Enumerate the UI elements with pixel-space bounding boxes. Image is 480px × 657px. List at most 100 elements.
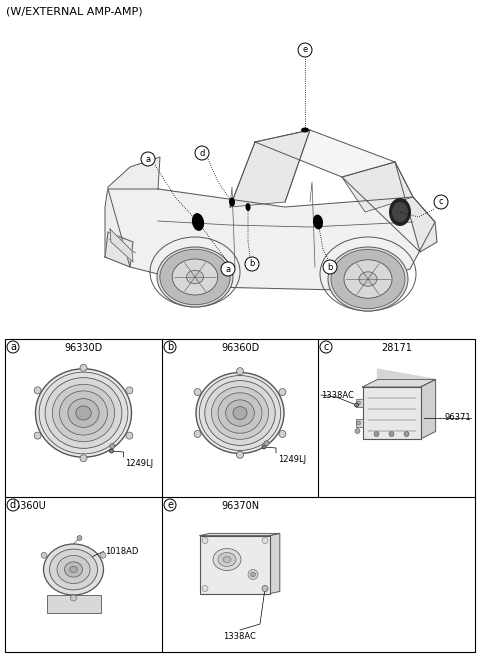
Circle shape (374, 432, 379, 436)
Bar (5, 339, 475, 652)
Ellipse shape (344, 260, 392, 298)
Text: e: e (167, 500, 173, 510)
Polygon shape (108, 189, 435, 290)
Ellipse shape (45, 378, 122, 448)
Circle shape (141, 152, 155, 166)
Text: b: b (327, 263, 333, 271)
Circle shape (264, 441, 269, 446)
Circle shape (71, 595, 76, 601)
Text: 96330D: 96330D (64, 343, 103, 353)
Ellipse shape (223, 556, 231, 562)
Ellipse shape (389, 198, 411, 226)
Circle shape (34, 432, 41, 439)
Ellipse shape (245, 203, 251, 211)
Circle shape (263, 587, 267, 591)
Ellipse shape (301, 127, 309, 133)
Text: 96360U: 96360U (8, 501, 46, 511)
Circle shape (202, 537, 208, 543)
Circle shape (164, 341, 176, 353)
Circle shape (320, 341, 332, 353)
Circle shape (164, 499, 176, 511)
Ellipse shape (76, 406, 91, 420)
Circle shape (7, 499, 19, 511)
Text: b: b (249, 260, 255, 269)
Text: d: d (10, 500, 16, 510)
Circle shape (77, 535, 82, 541)
Polygon shape (110, 189, 280, 252)
Circle shape (323, 260, 337, 274)
Text: c: c (324, 342, 329, 352)
Text: 1249LJ: 1249LJ (278, 455, 306, 464)
Circle shape (434, 195, 448, 209)
Circle shape (110, 443, 115, 449)
Ellipse shape (60, 391, 108, 435)
Polygon shape (420, 380, 435, 439)
Circle shape (126, 387, 133, 394)
Circle shape (279, 430, 286, 438)
Circle shape (357, 421, 360, 425)
Text: a: a (226, 265, 230, 273)
Circle shape (195, 146, 209, 160)
Ellipse shape (36, 369, 132, 457)
Ellipse shape (226, 400, 254, 426)
Ellipse shape (211, 387, 269, 440)
Polygon shape (255, 130, 395, 177)
Polygon shape (200, 533, 280, 535)
Circle shape (237, 451, 243, 459)
Ellipse shape (49, 549, 97, 590)
Ellipse shape (233, 407, 247, 419)
Ellipse shape (359, 272, 377, 286)
Circle shape (298, 43, 312, 57)
Ellipse shape (199, 376, 281, 451)
Circle shape (34, 387, 41, 394)
Polygon shape (105, 157, 160, 257)
Ellipse shape (229, 198, 235, 206)
Ellipse shape (331, 250, 405, 309)
Text: c: c (439, 198, 444, 206)
Text: d: d (199, 148, 204, 158)
Text: 96370N: 96370N (221, 501, 259, 511)
Circle shape (80, 364, 87, 371)
Circle shape (262, 445, 266, 449)
Bar (200, 535, 270, 593)
Ellipse shape (328, 247, 408, 311)
Text: 1338AC: 1338AC (321, 390, 354, 399)
Text: a: a (145, 154, 151, 164)
Circle shape (279, 388, 286, 396)
Circle shape (248, 570, 258, 579)
Text: 1338AC: 1338AC (224, 632, 256, 641)
Circle shape (357, 401, 360, 405)
Polygon shape (230, 130, 310, 207)
Polygon shape (395, 162, 437, 252)
Ellipse shape (157, 247, 233, 307)
Polygon shape (377, 369, 435, 432)
Ellipse shape (44, 544, 104, 595)
Ellipse shape (160, 249, 230, 305)
Circle shape (245, 257, 259, 271)
Circle shape (41, 553, 47, 558)
Ellipse shape (64, 562, 83, 577)
Circle shape (262, 585, 268, 591)
Circle shape (109, 449, 113, 453)
Polygon shape (362, 380, 435, 387)
Ellipse shape (68, 399, 99, 427)
Circle shape (7, 341, 19, 353)
Polygon shape (342, 162, 413, 212)
Circle shape (262, 537, 268, 543)
Text: 1249LJ: 1249LJ (125, 459, 154, 468)
Circle shape (355, 428, 360, 434)
Ellipse shape (52, 384, 115, 442)
Ellipse shape (39, 372, 128, 454)
Ellipse shape (186, 270, 204, 284)
Circle shape (237, 368, 243, 374)
Bar (362, 387, 420, 439)
Text: 28171: 28171 (381, 343, 412, 353)
Circle shape (100, 553, 106, 558)
Circle shape (202, 585, 208, 591)
Bar (356, 399, 362, 407)
Polygon shape (270, 533, 280, 593)
Text: b: b (167, 342, 173, 352)
Circle shape (194, 430, 201, 438)
Circle shape (126, 432, 133, 439)
Ellipse shape (57, 555, 90, 583)
